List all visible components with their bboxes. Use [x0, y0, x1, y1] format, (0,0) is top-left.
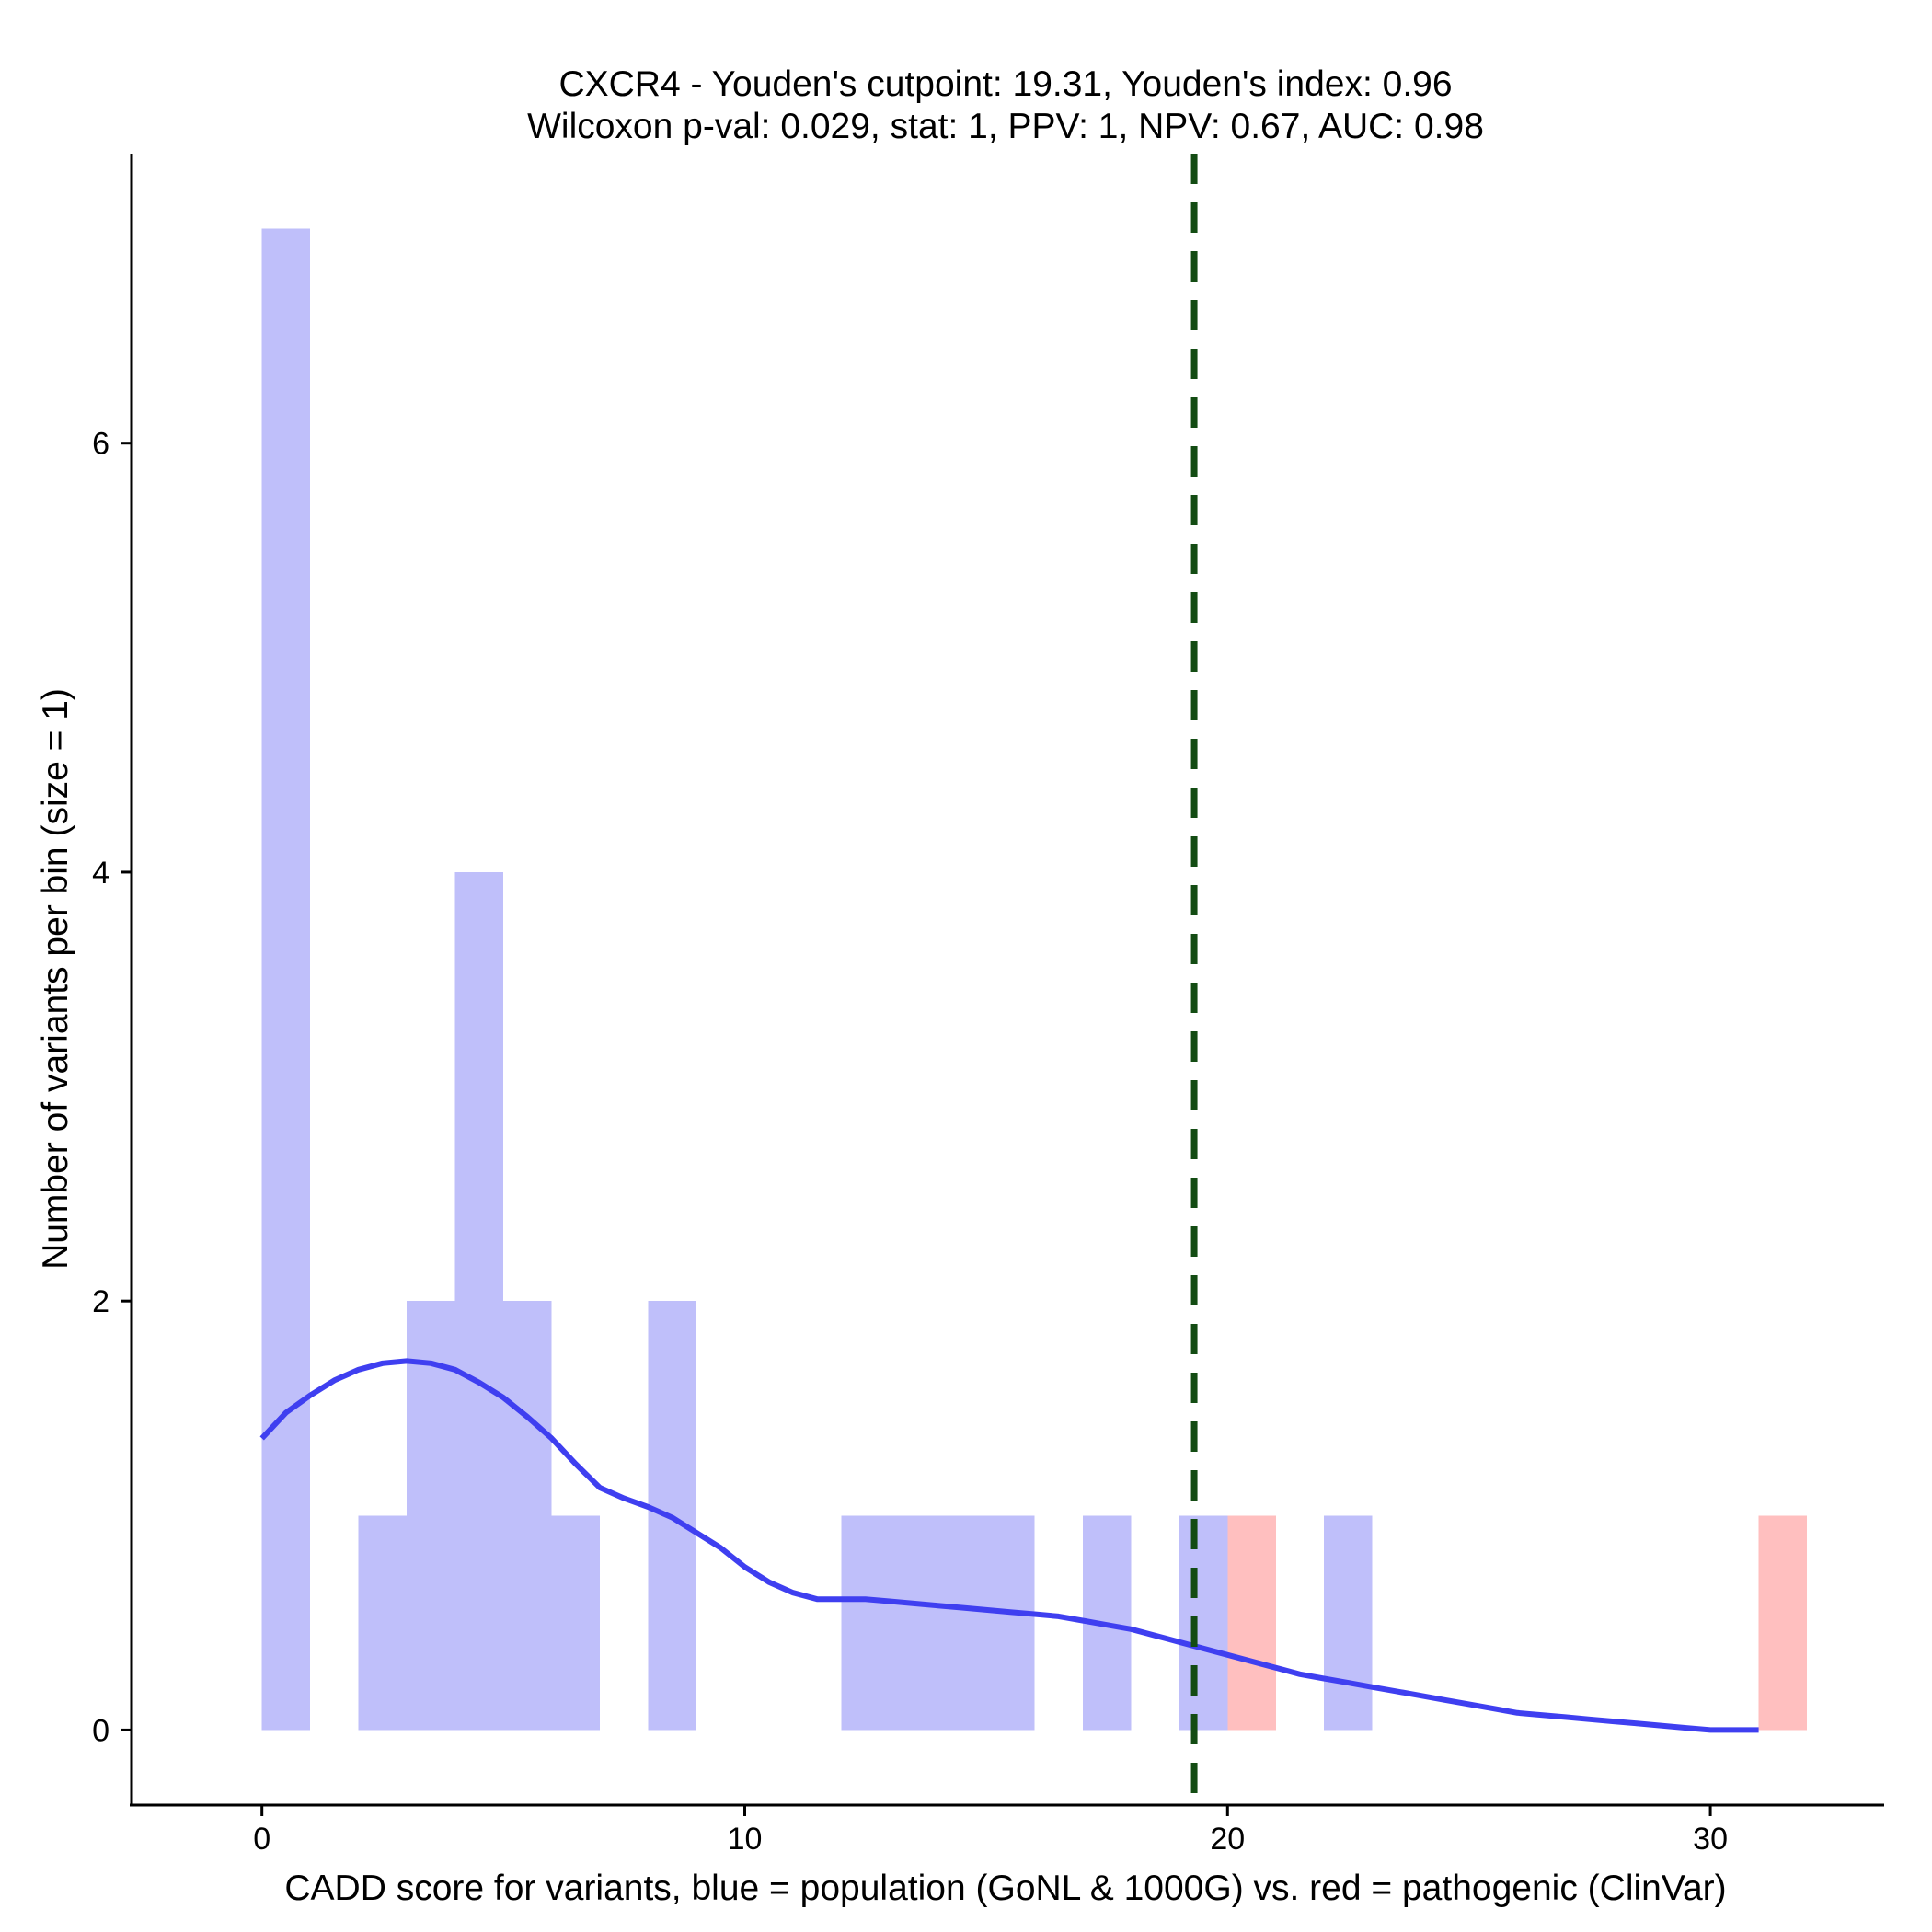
- y-tick-label-6: 6: [92, 427, 109, 462]
- x-axis-label: CADD score for variants, blue = populati…: [284, 1869, 1726, 1908]
- population-bar-13: [889, 1515, 938, 1731]
- population-bar-14: [937, 1515, 986, 1731]
- population-bar-3: [407, 1301, 455, 1731]
- y-tick-label-4: 4: [92, 856, 109, 891]
- histogram-bars: [261, 228, 1808, 1731]
- x-tick-label-10: 10: [728, 1822, 763, 1857]
- x-axis-ticks: 0 10 20 30: [253, 1805, 1728, 1857]
- population-bar-4: [454, 871, 504, 1731]
- population-bar-19: [1179, 1515, 1228, 1731]
- population-bar-0: [261, 228, 311, 1731]
- density-curve: [259, 1358, 1759, 1733]
- chart-title: CXCR4 - Youden's cutpoint: 19.31, Youden…: [527, 64, 1484, 146]
- chart-title-line-1: CXCR4 - Youden's cutpoint: 19.31, Youden…: [558, 64, 1452, 104]
- population-bar-5: [503, 1301, 552, 1731]
- axes: [130, 154, 1884, 1807]
- y-axis-ticks: 0 2 4 6: [92, 427, 132, 1748]
- population-bar-6: [551, 1515, 601, 1731]
- y-tick-label-0: 0: [92, 1713, 109, 1748]
- x-tick-label-20: 20: [1210, 1822, 1245, 1857]
- population-bar-22: [1324, 1515, 1373, 1731]
- population-bar-15: [985, 1515, 1035, 1731]
- chart-title-line-2: Wilcoxon p-val: 0.029, stat: 1, PPV: 1, …: [527, 107, 1484, 146]
- y-tick-label-2: 2: [92, 1284, 109, 1319]
- population-bar-12: [841, 1515, 890, 1731]
- population-bar-2: [358, 1515, 408, 1731]
- pathogenic-bar-20: [1227, 1515, 1276, 1731]
- density-curve-group: [259, 1358, 1759, 1733]
- x-tick-label-30: 30: [1693, 1822, 1728, 1857]
- y-axis-label: Number of variants per bin (size = 1): [36, 688, 75, 1270]
- x-tick-label-0: 0: [253, 1822, 270, 1857]
- pathogenic-bar-31: [1758, 1515, 1808, 1731]
